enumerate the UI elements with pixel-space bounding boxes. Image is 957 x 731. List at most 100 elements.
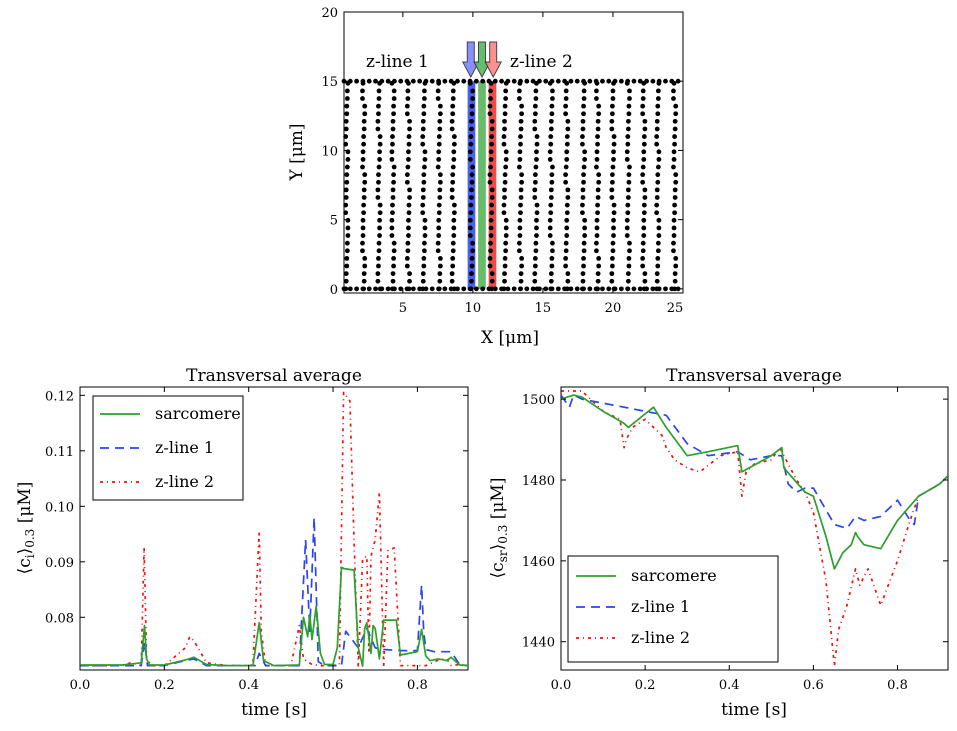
grid-dot xyxy=(624,157,630,162)
csr-legend-box xyxy=(567,555,779,663)
grid-dot xyxy=(406,202,412,208)
boundary-dot xyxy=(593,286,599,292)
grid-dot xyxy=(596,111,602,117)
grid-dot xyxy=(345,157,351,162)
grid-dot xyxy=(467,149,473,155)
grid-dot xyxy=(343,195,349,200)
grid-dot xyxy=(594,248,599,254)
grid-dot xyxy=(580,141,585,147)
grid-dot xyxy=(582,149,588,155)
grid-dot xyxy=(449,187,455,193)
grid-dot xyxy=(422,157,428,162)
boundary-dot xyxy=(366,78,372,84)
grid-dot xyxy=(564,157,570,162)
grid-dot xyxy=(375,187,381,193)
grid-dot xyxy=(610,164,616,170)
zline-map-ylabel: Y [μm] xyxy=(287,123,307,181)
grid-dot xyxy=(548,195,554,200)
grid-dot xyxy=(642,278,648,284)
grid-dot xyxy=(517,157,523,162)
grid-dot xyxy=(624,149,630,155)
grid-dot xyxy=(420,210,426,216)
grid-dot xyxy=(532,255,538,261)
boundary-dot xyxy=(423,78,429,84)
grid-dot xyxy=(360,240,365,246)
boundary-dot xyxy=(398,286,404,292)
boundary-dot xyxy=(455,286,460,292)
grid-dot xyxy=(502,126,507,132)
grid-dot xyxy=(518,187,524,193)
highlight-bands xyxy=(467,81,497,289)
grid-dot xyxy=(532,187,538,193)
grid-dot xyxy=(611,217,616,223)
grid-dot xyxy=(672,202,677,208)
grid-dot xyxy=(672,126,678,132)
grid-dot xyxy=(672,141,677,147)
csr-xlabel: time [s] xyxy=(721,700,787,720)
boundary-dot xyxy=(417,286,423,292)
grid-dot xyxy=(549,263,555,269)
grid-dot xyxy=(655,255,661,261)
grid-dot xyxy=(488,233,494,238)
grid-dot xyxy=(626,103,632,109)
grid-dot xyxy=(421,263,427,269)
grid-dot xyxy=(390,126,396,132)
grid-dot xyxy=(391,111,396,117)
grid-dot xyxy=(565,278,571,284)
grid-dot xyxy=(580,134,585,139)
grid-dot xyxy=(437,187,443,193)
grid-dot xyxy=(404,103,410,109)
grid-dot xyxy=(549,111,555,117)
grid-dot xyxy=(391,172,396,178)
grid-dot xyxy=(450,248,456,254)
grid-dot xyxy=(581,240,587,246)
csr-average-panel: Transversal average 0.0 0.2 0.4 0.6 0.8 1440 1… xyxy=(488,366,949,720)
grid-dot xyxy=(642,187,648,193)
grid-dot xyxy=(517,233,523,238)
grid-dot xyxy=(673,172,679,178)
grid-dot xyxy=(450,88,456,94)
grid-dot xyxy=(580,126,586,132)
grid-dot xyxy=(502,278,507,284)
grid-dot xyxy=(548,202,554,208)
boundary-dot xyxy=(669,286,675,292)
grid-dot xyxy=(487,111,493,117)
boundary-dot xyxy=(555,78,561,84)
grid-dot xyxy=(640,96,646,101)
boundary-dot xyxy=(360,78,366,84)
grid-dot xyxy=(594,149,600,155)
grid-dot xyxy=(671,88,676,94)
grid-dot xyxy=(468,210,474,216)
grid-dot xyxy=(489,134,495,139)
grid-dot xyxy=(344,88,350,94)
grid-dot xyxy=(389,157,395,162)
boundary-dot xyxy=(511,78,517,84)
boundary-dot xyxy=(543,78,549,84)
grid-dot xyxy=(532,271,538,277)
grid-dot xyxy=(548,210,554,216)
grid-dot xyxy=(362,172,368,178)
grid-dot xyxy=(625,134,631,139)
grid-dot xyxy=(406,149,411,155)
grid-dot xyxy=(503,240,509,246)
grid-dot xyxy=(565,187,571,193)
boundary-dot xyxy=(663,78,668,84)
boundary-dot xyxy=(404,78,410,84)
grid-dot xyxy=(582,225,588,231)
arrow-markers xyxy=(461,41,503,79)
grid-dot xyxy=(609,278,615,284)
grid-dot xyxy=(421,179,427,185)
grid-dot xyxy=(611,157,616,162)
grid-dot xyxy=(563,248,569,254)
grid-dot xyxy=(360,149,366,155)
grid-dot xyxy=(609,195,615,200)
grid-dot xyxy=(609,126,615,132)
grid-dot xyxy=(580,271,586,277)
grid-dot xyxy=(377,157,382,162)
grid-dot xyxy=(376,88,382,94)
grid-dot xyxy=(375,195,381,200)
grid-dot xyxy=(672,195,678,200)
x-tick-label: 0.8 xyxy=(887,678,908,693)
grid-dot xyxy=(581,179,586,185)
grid-dot xyxy=(519,172,525,178)
